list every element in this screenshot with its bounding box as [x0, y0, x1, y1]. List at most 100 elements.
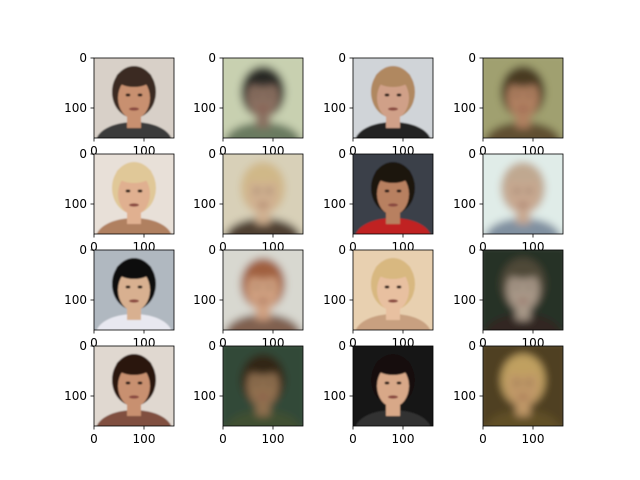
y-tick-label: 0	[79, 243, 87, 257]
x-tick-label: 0	[219, 240, 227, 254]
panel-4-1: 0 100 0 100	[64, 339, 175, 446]
x-tick-label: 0	[90, 144, 98, 158]
x-tick-label: 0	[349, 432, 357, 446]
y-tick-label: 100	[453, 197, 476, 211]
axes-frame	[352, 249, 434, 331]
axes-frame	[482, 57, 564, 139]
y-tick-label: 100	[323, 101, 346, 115]
axes-frame	[482, 345, 564, 427]
x-tick-label: 100	[522, 432, 545, 446]
y-tick-label: 100	[64, 101, 87, 115]
x-tick-label: 100	[392, 432, 415, 446]
axes-frame	[352, 57, 434, 139]
face-photo	[94, 250, 174, 330]
y-tick-label: 100	[193, 197, 216, 211]
y-tick-label: 0	[79, 147, 87, 161]
x-tick-label: 0	[349, 336, 357, 350]
y-tick-label: 100	[453, 293, 476, 307]
face-reconstruction	[223, 154, 303, 234]
axes-frame	[482, 249, 564, 331]
panel-4-3: 0 100 0 100	[323, 339, 434, 446]
panels-layer: 0 100 0 100 0 100 0 100 0 100 0 100 0 100 0 100 0 100 0 100…	[64, 51, 564, 446]
x-tick-label: 0	[219, 432, 227, 446]
y-tick-label: 0	[208, 243, 216, 257]
axes-frame	[352, 153, 434, 235]
face-photo	[353, 154, 433, 234]
y-tick-label: 0	[468, 147, 476, 161]
face-photo	[94, 346, 174, 426]
y-tick-label: 0	[79, 51, 87, 65]
axes-frame	[222, 345, 304, 427]
face-photo	[353, 346, 433, 426]
face-photo	[353, 58, 433, 138]
axes-frame	[93, 345, 175, 427]
y-tick-label: 100	[453, 389, 476, 403]
y-tick-label: 0	[338, 243, 346, 257]
y-tick-label: 0	[208, 339, 216, 353]
y-tick-label: 100	[453, 101, 476, 115]
face-reconstruction	[483, 58, 563, 138]
y-tick-label: 100	[323, 293, 346, 307]
face-reconstruction	[483, 154, 563, 234]
y-tick-label: 100	[193, 293, 216, 307]
x-tick-label: 0	[349, 240, 357, 254]
x-tick-label: 0	[479, 240, 487, 254]
x-tick-label: 0	[479, 144, 487, 158]
axes-frame	[93, 249, 175, 331]
y-tick-label: 0	[79, 339, 87, 353]
x-tick-label: 100	[262, 432, 285, 446]
panel-4-4: 0 100 0 100	[453, 339, 564, 446]
y-tick-label: 0	[338, 147, 346, 161]
axes-frame	[93, 57, 175, 139]
face-photo	[94, 58, 174, 138]
x-tick-label: 0	[90, 240, 98, 254]
axes-frame	[222, 57, 304, 139]
x-tick-label: 0	[90, 336, 98, 350]
y-tick-label: 100	[323, 389, 346, 403]
x-tick-label: 100	[133, 432, 156, 446]
x-tick-label: 0	[219, 144, 227, 158]
y-tick-label: 100	[323, 197, 346, 211]
face-reconstruction	[483, 346, 563, 426]
face-reconstruction	[223, 346, 303, 426]
x-tick-label: 0	[349, 144, 357, 158]
y-tick-label: 100	[64, 293, 87, 307]
x-tick-label: 0	[479, 432, 487, 446]
y-tick-label: 0	[468, 339, 476, 353]
y-tick-label: 0	[338, 51, 346, 65]
y-tick-label: 0	[208, 147, 216, 161]
axes-frame	[93, 153, 175, 235]
face-photo	[94, 154, 174, 234]
axes-frame	[222, 249, 304, 331]
axes-frame	[352, 345, 434, 427]
face-reconstruction	[223, 250, 303, 330]
x-tick-label: 0	[219, 336, 227, 350]
x-tick-label: 0	[90, 432, 98, 446]
y-tick-label: 0	[468, 51, 476, 65]
y-tick-label: 100	[193, 101, 216, 115]
face-reconstruction	[483, 250, 563, 330]
y-tick-label: 0	[338, 339, 346, 353]
x-tick-label: 0	[479, 336, 487, 350]
y-tick-label: 100	[64, 197, 87, 211]
axes-frame	[222, 153, 304, 235]
y-tick-label: 100	[64, 389, 87, 403]
y-tick-label: 0	[208, 51, 216, 65]
face-photo	[353, 250, 433, 330]
y-tick-label: 100	[193, 389, 216, 403]
panel-4-2: 0 100 0 100	[193, 339, 304, 446]
axes-frame	[482, 153, 564, 235]
